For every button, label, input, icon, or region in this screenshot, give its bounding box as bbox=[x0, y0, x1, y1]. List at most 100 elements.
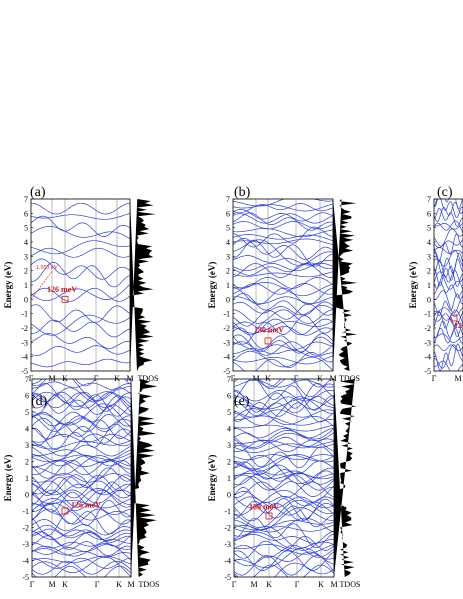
band-line bbox=[234, 501, 334, 516]
band-line bbox=[234, 502, 334, 522]
band-line bbox=[434, 220, 463, 234]
band-line bbox=[233, 213, 333, 224]
band-line bbox=[234, 454, 334, 472]
y-tick-label: -4 bbox=[21, 353, 28, 362]
band-line bbox=[434, 344, 463, 369]
band-line bbox=[32, 414, 131, 440]
x-tick-label: Γ bbox=[231, 374, 236, 383]
x-tick-label: M bbox=[48, 374, 55, 383]
band-line bbox=[31, 240, 130, 255]
y-tick-label: 2 bbox=[25, 458, 29, 467]
band-line bbox=[31, 314, 130, 336]
band-line bbox=[31, 258, 130, 280]
band-line bbox=[234, 409, 334, 418]
band-line bbox=[234, 517, 334, 549]
x-tick-label: Γ bbox=[30, 580, 35, 589]
dos-fill bbox=[130, 199, 156, 371]
band-line bbox=[31, 213, 130, 220]
y-axis-label: Energy (eV) bbox=[3, 262, 13, 309]
y-tick-label: 0 bbox=[227, 491, 231, 500]
band-line bbox=[32, 489, 131, 504]
band-line bbox=[32, 391, 131, 413]
band-line bbox=[233, 276, 333, 289]
x-tick-label: K bbox=[317, 374, 323, 383]
band-line bbox=[32, 502, 131, 515]
x-tick-label: Γ bbox=[295, 580, 300, 589]
band-line bbox=[234, 543, 334, 555]
y-tick-label: -3 bbox=[21, 338, 28, 347]
band-line bbox=[234, 461, 334, 485]
x-tick-label: Γ bbox=[294, 374, 299, 383]
x-tick-label: K bbox=[318, 580, 324, 589]
y-tick-label: 6 bbox=[25, 392, 29, 401]
band-line bbox=[434, 239, 463, 248]
y-tick-label: -3 bbox=[22, 540, 29, 549]
panel-label: (c) bbox=[437, 185, 453, 200]
dos-label: TDOS bbox=[138, 374, 159, 383]
x-tick-label: K bbox=[114, 374, 120, 383]
y-tick-label: 5 bbox=[227, 408, 231, 417]
band-line bbox=[434, 233, 463, 263]
x-tick-label: K bbox=[62, 580, 68, 589]
band-line bbox=[234, 526, 334, 551]
band-line bbox=[233, 238, 333, 245]
band-line bbox=[32, 565, 131, 577]
y-tick-label: -4 bbox=[22, 557, 29, 566]
band-line bbox=[434, 293, 463, 316]
band-line bbox=[434, 258, 463, 286]
x-tick-label: K bbox=[62, 374, 68, 383]
band-line bbox=[32, 440, 131, 450]
band-line bbox=[32, 392, 131, 409]
band-line bbox=[434, 333, 463, 344]
band-line bbox=[32, 528, 131, 543]
band-line bbox=[31, 345, 130, 356]
band-line bbox=[234, 379, 334, 388]
dos-label: TDOS bbox=[139, 580, 160, 589]
band-line bbox=[234, 396, 334, 410]
gap-annotation: 130 meV bbox=[254, 325, 284, 345]
band-line bbox=[32, 415, 131, 432]
band-line bbox=[31, 304, 130, 323]
band-line bbox=[32, 539, 131, 549]
gap-marker bbox=[61, 295, 69, 303]
y-tick-label: 0 bbox=[226, 295, 230, 304]
y-tick-label: -4 bbox=[223, 353, 230, 362]
band-line bbox=[233, 350, 333, 371]
band-line bbox=[31, 284, 130, 302]
y-tick-label: 3 bbox=[427, 252, 431, 261]
panel-label: (a) bbox=[30, 185, 46, 200]
band-line bbox=[434, 320, 463, 339]
gap-value-label: 12 bbox=[454, 321, 462, 330]
band-line bbox=[234, 432, 334, 447]
band-line bbox=[233, 239, 333, 266]
gap-annotation: 126 meV 1.953 eV bbox=[30, 265, 77, 303]
band-line bbox=[32, 473, 131, 483]
band-line bbox=[234, 444, 334, 469]
panel-label: (e) bbox=[234, 394, 250, 409]
band-line bbox=[234, 507, 334, 531]
gap-annotation: 126 meV bbox=[61, 501, 101, 515]
y-tick-label: 0 bbox=[25, 491, 29, 500]
band-line bbox=[234, 491, 334, 507]
band-line bbox=[434, 208, 463, 227]
y-tick-label: 0 bbox=[427, 295, 431, 304]
x-tick-label: M bbox=[127, 580, 134, 589]
y-tick-label: -2 bbox=[21, 324, 28, 333]
y-tick-label: 3 bbox=[24, 252, 28, 261]
band-line bbox=[32, 508, 131, 525]
band-line bbox=[233, 303, 333, 327]
band-line bbox=[434, 343, 463, 371]
y-tick-label: -2 bbox=[224, 524, 231, 533]
gap-annotation: 12 bbox=[450, 314, 462, 330]
y-tick-label: 1 bbox=[227, 474, 231, 483]
y-tick-label: -1 bbox=[424, 310, 431, 319]
x-tick-label: Γ bbox=[95, 580, 100, 589]
band-line bbox=[233, 263, 333, 278]
band-line bbox=[234, 472, 334, 486]
band-line bbox=[233, 239, 333, 267]
y-axis-label: Energy (eV) bbox=[408, 262, 418, 309]
band-line bbox=[434, 344, 463, 352]
band-line bbox=[32, 519, 131, 536]
